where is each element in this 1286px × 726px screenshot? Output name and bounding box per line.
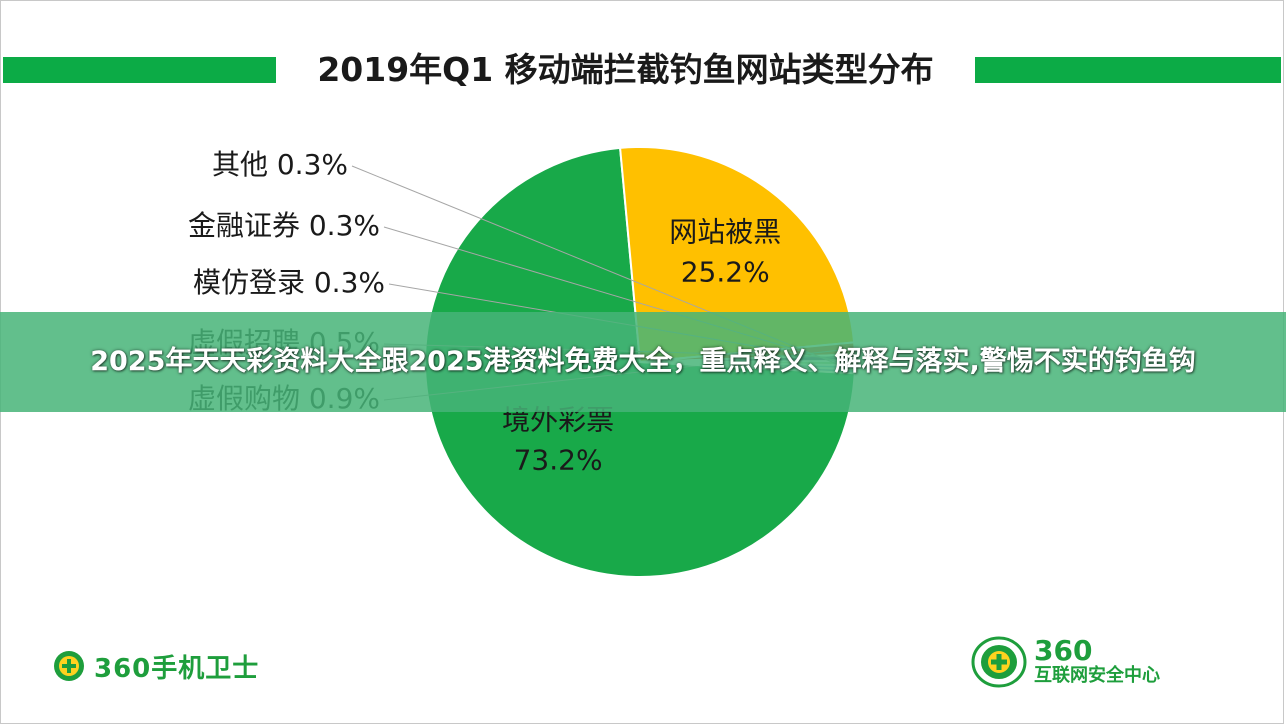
- overlay-banner: 2025年天天彩资料大全跟2025港资料免费大全，重点释义、解释与落实,警惕不实…: [0, 312, 1286, 412]
- slice-name-label-1: 网站被黑: [669, 215, 781, 248]
- slice-value-label-1: 25.2%: [681, 255, 770, 288]
- logo-360-mobile-guard: 360手机卫士: [52, 646, 259, 686]
- logo-360-internet-security: 360 互联网安全中心: [970, 634, 1160, 690]
- title-bar-right: [975, 57, 1281, 83]
- brand-subtitle-right: 互联网安全中心: [1034, 665, 1160, 686]
- banner-text: 2025年天天彩资料大全跟2025港资料免费大全，重点释义、解释与落实,警惕不实…: [90, 346, 1196, 377]
- title-bar-left: [3, 57, 276, 83]
- slice-label-6: 其他 0.3%: [212, 148, 348, 181]
- slice-label-5: 金融证券 0.3%: [188, 209, 380, 242]
- slice-label-4: 模仿登录 0.3%: [193, 266, 385, 299]
- pie-slice-1: [619, 146, 856, 364]
- brand-number-right: 360: [1034, 634, 1093, 667]
- globe-plus-icon: [971, 636, 1027, 688]
- brand-name-left: 360手机卫士: [94, 653, 260, 684]
- chart-title: 2019年Q1 移动端拦截钓鱼网站类型分布: [317, 50, 934, 89]
- shield-plus-icon: [54, 651, 84, 681]
- slice-value-label-0: 73.2%: [514, 443, 603, 476]
